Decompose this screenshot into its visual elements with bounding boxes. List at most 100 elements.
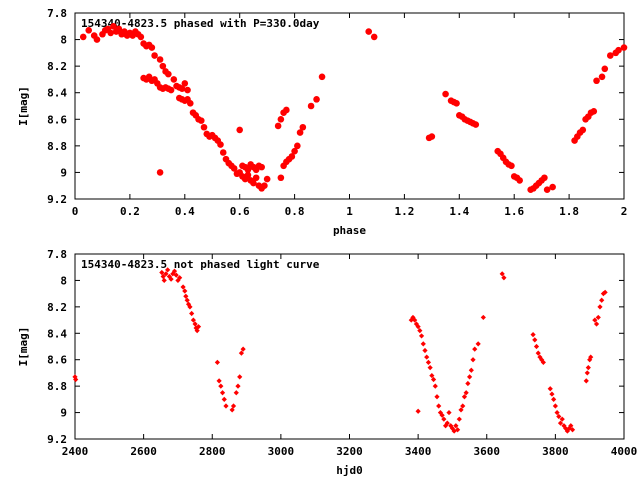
unphased-data-point <box>466 374 473 380</box>
unphased-data-point <box>194 328 200 334</box>
unphased-data-point <box>427 365 433 371</box>
unphased-x-tick-label: 3000 <box>268 445 295 458</box>
unphased-y-tick-label: 8.6 <box>47 354 67 367</box>
phased-data-point <box>236 126 243 134</box>
phased-data-point <box>472 121 480 128</box>
unphased-data-point <box>584 370 590 376</box>
unphased-data-point <box>600 291 607 297</box>
unphased-data-point <box>422 347 428 354</box>
unphased-data-point <box>195 324 202 330</box>
phased-data-point <box>167 86 175 94</box>
phased-data-point <box>296 129 304 136</box>
unphased-data-point <box>183 293 189 299</box>
unphased-y-tick-label: 8 <box>60 274 67 287</box>
phased-data-point <box>165 70 172 78</box>
phased-data-point <box>365 28 373 35</box>
phased-x-tick-label: 2 <box>621 205 628 218</box>
unphased-data-point <box>171 268 178 274</box>
unphased-data-point <box>554 409 560 416</box>
unphased-x-axis-label: hjd0 <box>336 464 363 477</box>
unphased-y-tick-label: 8.2 <box>47 301 67 314</box>
unphased-data-point <box>72 374 78 380</box>
unphased-data-point <box>540 359 546 365</box>
phased-x-axis-label: phase <box>333 224 366 237</box>
unphased-data-point <box>173 272 179 278</box>
unphased-data-point <box>408 317 414 323</box>
unphased-data-point <box>568 423 574 429</box>
unphased-data-point <box>569 427 576 433</box>
unphased-y-tick-label: 9.2 <box>47 433 67 446</box>
phased-y-tick-label: 9 <box>60 166 67 179</box>
phased-data-point <box>283 106 290 114</box>
phased-data-point <box>274 122 282 130</box>
unphased-data-point <box>446 409 452 416</box>
phased-data-point <box>156 56 164 63</box>
phased-y-tick-label: 8.6 <box>47 113 67 126</box>
phased-x-tick-label: 0.6 <box>230 205 250 218</box>
unphased-data-point <box>216 378 222 384</box>
phased-data-point <box>159 62 167 70</box>
phased-data-point <box>244 171 252 179</box>
phased-data-point <box>230 165 238 172</box>
unphased-data-point <box>218 383 224 389</box>
unphased-data-point <box>557 420 564 426</box>
phased-data-point <box>156 169 164 176</box>
unphased-data-point <box>189 310 195 317</box>
phased-data-point <box>620 44 628 51</box>
unphased-data-point <box>549 391 555 397</box>
unphased-data-point <box>475 341 481 347</box>
unphased-data-point <box>192 321 198 327</box>
unphased-data-point <box>219 390 226 396</box>
unphased-data-point <box>453 423 459 429</box>
unphased-data-point <box>233 390 239 396</box>
unphased-data-point <box>434 394 440 400</box>
phased-x-tick-label: 0 <box>72 205 79 218</box>
unphased-data-point <box>585 365 591 371</box>
phased-y-tick-label: 8.4 <box>47 87 67 100</box>
phased-data-point <box>219 149 227 156</box>
unphased-data-point <box>177 275 183 281</box>
phased-y-tick-label: 8.8 <box>47 140 67 153</box>
unphased-y-axis-label: I[mag] <box>17 327 30 367</box>
unphased-data-point <box>602 289 608 295</box>
unphased-data-point <box>410 314 416 321</box>
unphased-data-point <box>221 396 227 402</box>
phased-x-tick-label: 1 <box>346 205 353 218</box>
phased-data-point <box>598 73 606 81</box>
phased-data-point <box>606 52 614 59</box>
phased-data-point <box>318 73 326 81</box>
unphased-data-point <box>547 386 553 392</box>
phased-data-point <box>615 46 622 54</box>
unphased-data-point <box>238 350 245 356</box>
phased-data-point <box>186 100 194 107</box>
unphased-data-point <box>588 354 594 360</box>
unphased-data-point <box>214 359 220 365</box>
unphased-data-point <box>470 357 476 363</box>
phased-x-tick-label: 0.8 <box>285 205 305 218</box>
phased-data-point <box>170 76 178 83</box>
phased-data-point <box>291 147 298 155</box>
unphased-data-point <box>444 420 450 426</box>
phased-data-point <box>541 174 548 182</box>
unphased-x-tick-label: 3200 <box>336 445 363 458</box>
unphased-data-point <box>595 314 601 321</box>
unphased-data-point <box>168 276 174 282</box>
unphased-data-point <box>456 416 462 422</box>
unphased-data-point <box>190 317 196 323</box>
unphased-data-point <box>437 409 444 416</box>
unphased-data-point <box>593 321 600 327</box>
unphased-data-point <box>465 380 471 387</box>
unphased-data-point <box>559 416 565 422</box>
unphased-data-point <box>583 378 589 384</box>
phased-data-point <box>549 183 556 191</box>
unphased-data-point <box>73 376 79 383</box>
phased-data-point <box>244 166 252 174</box>
unphased-data-point <box>240 346 246 352</box>
phased-x-tick-label: 1.2 <box>394 205 414 218</box>
unphased-data-point <box>566 425 572 432</box>
unphased-data-point <box>415 408 421 414</box>
unphased-data-point <box>180 284 186 290</box>
unphased-data-point <box>597 304 603 310</box>
unphased-y-tick-label: 9 <box>60 407 67 420</box>
unphased-data-point <box>229 407 235 413</box>
